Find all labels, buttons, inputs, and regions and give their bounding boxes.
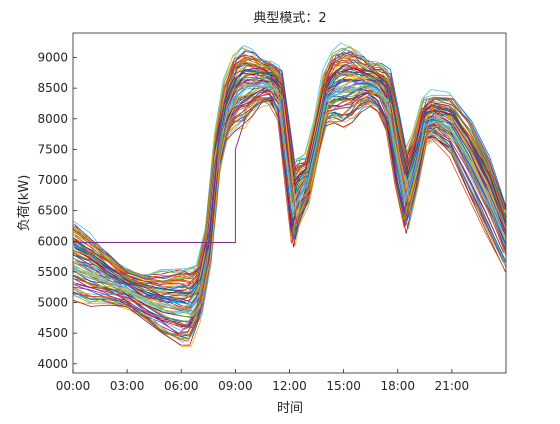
x-tick-label: 06:00 [164, 379, 199, 393]
y-tick-label: 4000 [37, 357, 68, 371]
x-tick-label: 15:00 [326, 379, 361, 393]
series-line [73, 51, 507, 280]
series-line [73, 95, 507, 337]
y-tick-label: 8000 [37, 112, 68, 126]
series-line [72, 56, 505, 280]
x-tick-label: 12:00 [272, 379, 307, 393]
series-line [72, 98, 504, 337]
x-tick-label: 00:00 [56, 379, 91, 393]
outlier-series-line [72, 115, 247, 243]
series-line [73, 67, 507, 292]
x-tick-label: 03:00 [110, 379, 145, 393]
x-axis-title: 时间 [277, 401, 303, 416]
x-axis: 00:00 03:00 06:00 09:00 12:00 15:00 18:00 21:00 [56, 369, 469, 393]
series-line [72, 47, 505, 279]
y-tick-label: 5500 [37, 265, 68, 279]
y-tick-label: 6500 [37, 204, 68, 218]
series-layer [72, 42, 507, 348]
series-line [74, 61, 507, 289]
y-tick-label: 4500 [37, 326, 68, 340]
series-line [75, 85, 507, 317]
x-tick-label: 09:00 [218, 379, 253, 393]
y-tick-label: 6000 [37, 234, 68, 248]
y-axis-title: 负荷(kW) [17, 175, 32, 232]
y-tick-label: 7000 [37, 173, 68, 187]
y-tick-label: 7500 [37, 142, 68, 156]
series-line [74, 101, 507, 343]
x-tick-label: 18:00 [380, 379, 415, 393]
x-tick-label: 21:00 [435, 379, 470, 393]
chart-title: 典型模式：2 [253, 11, 326, 26]
y-axis: 4000 4500 5000 5500 6000 6500 7000 7500 8000 8500… [37, 51, 77, 371]
y-tick-label: 9000 [37, 51, 68, 65]
y-tick-label: 8500 [37, 81, 68, 95]
series-line [73, 69, 507, 294]
series-line [75, 90, 507, 330]
y-tick-label: 5000 [37, 296, 68, 310]
